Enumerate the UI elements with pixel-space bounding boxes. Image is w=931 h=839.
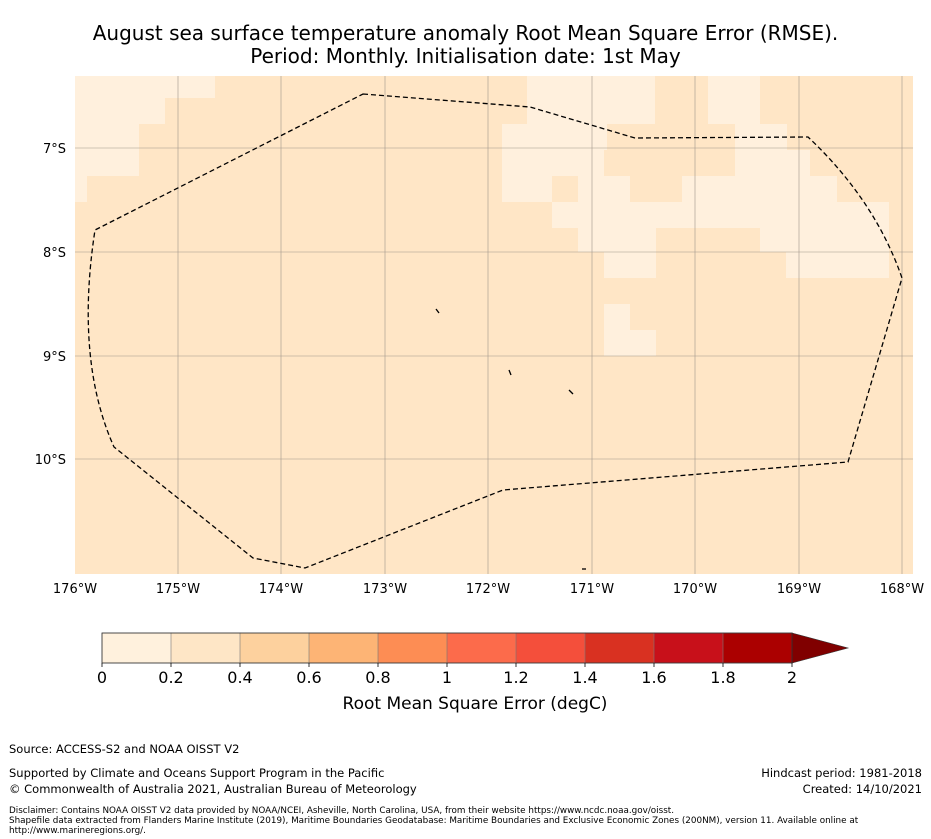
hindcast-period-text: Hindcast period: 1981-2018	[761, 766, 922, 780]
colorbar-segment	[584, 632, 655, 664]
colorbar-tick-label: 1	[442, 668, 452, 687]
copyright-text: © Commonwealth of Australia 2021, Austra…	[9, 782, 417, 796]
eez-boundary	[87, 93, 903, 569]
gridlines	[75, 76, 913, 574]
source-text: Source: ACCESS-S2 and NOAA OISST V2	[9, 742, 240, 756]
lon-label: 169°W	[777, 582, 821, 597]
lat-label: 10°S	[35, 453, 66, 468]
colorbar-tick-label: 0.2	[158, 668, 183, 687]
colorbar-tick-label: 1.8	[710, 668, 735, 687]
lon-label: 175°W	[156, 582, 200, 597]
disclaimer-line: Disclaimer: Contains NOAA OISST V2 data …	[9, 806, 675, 816]
colorbar-extend-arrow	[791, 632, 850, 664]
low-rmse-cells	[75, 76, 889, 356]
colorbar-tick-label: 0.4	[227, 668, 252, 687]
map-title-line-2: Period: Monthly. Initialisation date: 1s…	[250, 44, 681, 68]
support-text: Supported by Climate and Oceans Support …	[9, 766, 385, 780]
lon-label: 168°W	[880, 582, 924, 597]
lon-label: 172°W	[466, 582, 510, 597]
colorbar-segment	[170, 632, 241, 664]
island-fakaofo	[435, 308, 440, 314]
colorbar-segment	[239, 632, 310, 664]
island-atafu	[568, 389, 574, 395]
colorbar-segment	[515, 632, 586, 664]
lat-label: 7°S	[43, 142, 66, 157]
colorbar-segment	[722, 632, 793, 664]
disclaimer-line: Shapefile data extracted from Flanders M…	[9, 816, 859, 826]
colorbar-segment	[308, 632, 379, 664]
colorbar-segment	[653, 632, 724, 664]
created-date-text: Created: 14/10/2021	[802, 782, 922, 796]
map-figure: 7°S 8°S 9°S 10°S 176°W 175°W 174°W 173°W…	[35, 76, 924, 714]
islands	[435, 308, 586, 570]
colorbar-tick-label: 0	[97, 668, 107, 687]
colorbar-tick-label: 1.4	[572, 668, 597, 687]
map-title-line-1: August sea surface temperature anomaly R…	[92, 21, 839, 45]
lat-label: 8°S	[43, 246, 66, 261]
disclaimer: Disclaimer: Contains NOAA OISST V2 data …	[9, 806, 914, 836]
colorbar-label: Root Mean Square Error (degC)	[343, 694, 608, 714]
colorbar-tick-label: 1.6	[641, 668, 666, 687]
island-nukunonu	[508, 369, 512, 376]
colorbar-tick-label: 0.6	[296, 668, 321, 687]
colorbar-segment	[446, 632, 517, 664]
lat-label: 9°S	[43, 350, 66, 365]
colorbar-tick-label: 2	[787, 668, 797, 687]
colorbar: 0 0.2 0.4 0.6 0.8 1 1.2 1.4 1.6 1.8 2 Root Mean Sq…	[97, 632, 850, 714]
lon-label: 173°W	[363, 582, 407, 597]
lon-label: 170°W	[673, 582, 717, 597]
lon-label: 171°W	[570, 582, 614, 597]
colorbar-tick-label: 1.2	[503, 668, 528, 687]
disclaimer-line: http://www.marineregions.org/.	[9, 826, 146, 836]
lon-label: 176°W	[53, 582, 97, 597]
colorbar-segment	[377, 632, 448, 664]
colorbar-segment	[101, 632, 172, 664]
lon-label: 174°W	[259, 582, 303, 597]
colorbar-tick-label: 0.8	[365, 668, 390, 687]
